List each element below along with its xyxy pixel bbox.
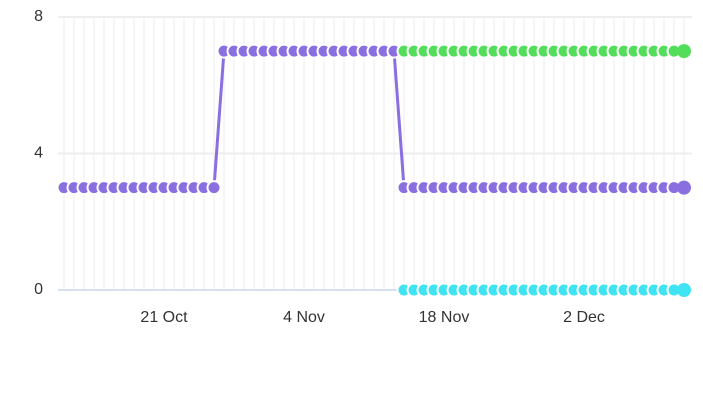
- x-tick-label: 21 Oct: [140, 309, 188, 326]
- y-tick-label: 4: [34, 145, 43, 162]
- point: [677, 180, 691, 195]
- y-tick-label: 0: [34, 281, 43, 298]
- point: [206, 180, 222, 196]
- point: [677, 44, 691, 59]
- x-tick-label: 2 Dec: [563, 309, 605, 326]
- x-tick-label: 18 Nov: [419, 309, 470, 326]
- point: [677, 283, 691, 297]
- y-tick-label: 8: [34, 8, 43, 25]
- x-tick-label: 4 Nov: [283, 309, 325, 326]
